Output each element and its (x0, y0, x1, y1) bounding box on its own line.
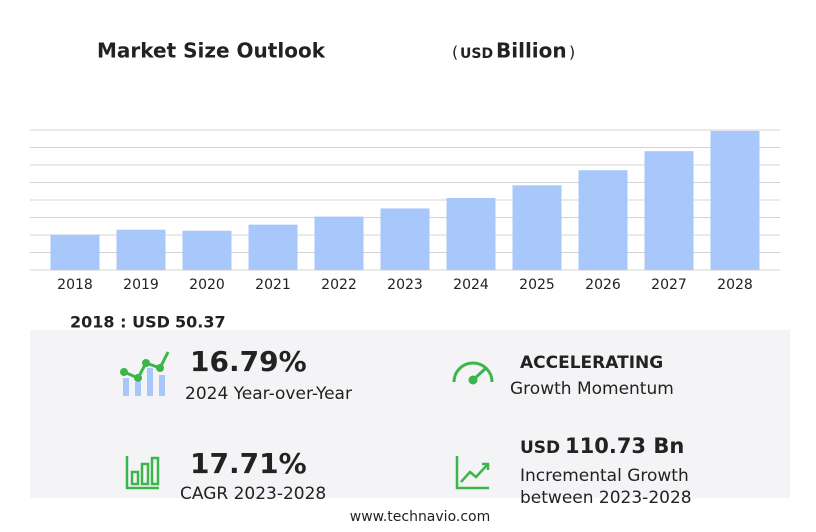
unit-name: Billion (496, 39, 567, 63)
chart-title: Market Size Outlook (97, 39, 326, 63)
unit-currency: USD (460, 46, 493, 62)
bar (50, 234, 100, 270)
kpi-heading: ACCELERATING (520, 353, 663, 373)
kpi-value: 110.73 Bn (565, 434, 684, 458)
bar (644, 151, 694, 270)
kpi-caption: 2024 Year-over-Year (185, 384, 352, 404)
bar (446, 198, 496, 270)
base-label: 2018 : USD (70, 313, 170, 332)
unit-close: ) (569, 43, 575, 62)
kpi-value: 17.71% (190, 447, 307, 480)
kpi-value: 16.79% (190, 345, 307, 378)
x-tick-label: 2026 (585, 277, 621, 293)
x-tick-label: 2023 (387, 277, 423, 293)
base-value: 50.37 (175, 313, 226, 332)
bar (248, 224, 298, 270)
x-tick-label: 2019 (123, 277, 159, 293)
trend-icon (455, 456, 490, 490)
bar (578, 170, 628, 270)
x-tick-label: 2020 (189, 277, 225, 293)
kpi-caption: between 2023-2028 (520, 488, 692, 508)
kpi-caption: Incremental Growth (520, 466, 689, 486)
bar (512, 185, 562, 270)
summary-panel (30, 330, 790, 498)
kpi-caption: Growth Momentum (510, 379, 674, 399)
x-tick-label: 2024 (453, 277, 489, 293)
x-tick-label: 2028 (717, 277, 753, 293)
kpi-caption: CAGR 2023-2028 (180, 484, 326, 504)
bar (710, 130, 760, 270)
footer: www.technavio.com (350, 509, 491, 525)
kpi-prefix: USD (520, 438, 560, 458)
unit-open: ( (452, 43, 458, 62)
x-tick-label: 2021 (255, 277, 291, 293)
bar (116, 229, 166, 270)
x-tick-label: 2022 (321, 277, 357, 293)
bar (182, 230, 232, 270)
bar (314, 216, 364, 270)
x-tick-label: 2018 (57, 277, 93, 293)
cagr-icon (125, 456, 160, 490)
x-tick-label: 2025 (519, 277, 555, 293)
growth-icon (120, 351, 170, 396)
bar (380, 208, 430, 270)
gauge-icon (452, 361, 494, 385)
x-tick-label: 2027 (651, 277, 687, 293)
